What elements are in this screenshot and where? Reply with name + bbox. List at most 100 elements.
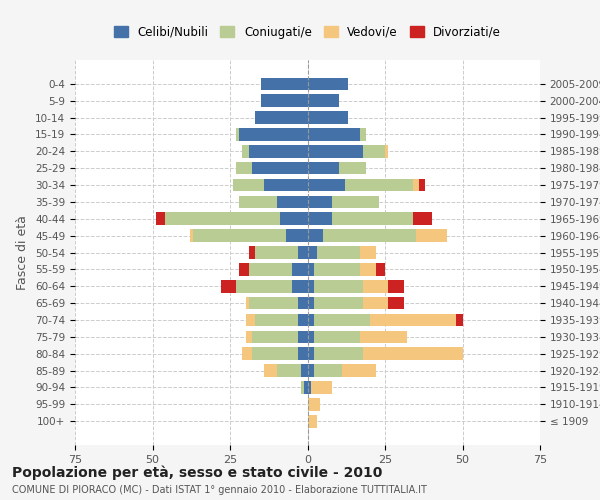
Bar — [338, 162, 367, 174]
Bar — [314, 297, 364, 310]
Bar — [314, 364, 341, 377]
Bar — [385, 145, 388, 158]
Bar — [239, 128, 308, 141]
Bar — [248, 145, 308, 158]
Bar — [264, 178, 308, 192]
Bar — [304, 381, 308, 394]
Bar — [221, 280, 236, 292]
Bar — [419, 178, 425, 192]
Bar — [317, 246, 360, 259]
Bar — [308, 111, 348, 124]
Bar — [364, 280, 388, 292]
Bar — [308, 128, 360, 141]
Bar — [252, 348, 298, 360]
Bar — [261, 94, 308, 107]
Bar — [292, 280, 308, 292]
Bar — [236, 162, 252, 174]
Bar — [308, 364, 314, 377]
Bar — [245, 330, 252, 343]
Bar — [364, 297, 388, 310]
Bar — [236, 128, 239, 141]
Bar — [292, 263, 308, 276]
Bar — [413, 178, 419, 192]
Bar — [190, 230, 193, 242]
Bar — [242, 348, 252, 360]
Bar — [308, 381, 311, 394]
Bar — [364, 145, 385, 158]
Bar — [360, 128, 367, 141]
Bar — [332, 196, 379, 208]
Bar — [370, 314, 457, 326]
Bar — [416, 230, 447, 242]
Bar — [344, 178, 413, 192]
Bar — [298, 297, 308, 310]
Bar — [298, 330, 308, 343]
Bar — [298, 246, 308, 259]
Bar — [236, 280, 292, 292]
Bar — [277, 196, 308, 208]
Bar — [308, 297, 314, 310]
Bar — [308, 178, 344, 192]
Bar — [364, 348, 463, 360]
Bar — [233, 178, 264, 192]
Bar — [308, 212, 332, 225]
Bar — [308, 280, 314, 292]
Bar — [332, 212, 413, 225]
Bar — [314, 263, 360, 276]
Bar — [308, 348, 314, 360]
Y-axis label: Fasce di età: Fasce di età — [16, 215, 29, 290]
Bar — [280, 212, 308, 225]
Bar — [277, 364, 301, 377]
Bar — [311, 381, 332, 394]
Bar — [314, 314, 370, 326]
Bar — [239, 196, 277, 208]
Bar — [255, 111, 308, 124]
Text: COMUNE DI PIORACO (MC) - Dati ISTAT 1° gennaio 2010 - Elaborazione TUTTITALIA.IT: COMUNE DI PIORACO (MC) - Dati ISTAT 1° g… — [12, 485, 427, 495]
Bar — [360, 246, 376, 259]
Bar — [242, 145, 248, 158]
Bar — [255, 246, 298, 259]
Bar — [245, 297, 248, 310]
Bar — [376, 263, 385, 276]
Bar — [388, 280, 404, 292]
Bar — [308, 330, 314, 343]
Legend: Celibi/Nubili, Coniugati/e, Vedovi/e, Divorziati/e: Celibi/Nubili, Coniugati/e, Vedovi/e, Di… — [108, 20, 507, 44]
Bar — [298, 314, 308, 326]
Bar — [341, 364, 376, 377]
Bar — [308, 398, 320, 410]
Bar — [193, 230, 286, 242]
Bar — [155, 212, 165, 225]
Bar — [308, 263, 314, 276]
Bar — [286, 230, 308, 242]
Bar — [239, 263, 248, 276]
Bar — [314, 348, 364, 360]
Bar — [301, 364, 308, 377]
Bar — [252, 162, 308, 174]
Bar — [245, 314, 255, 326]
Bar — [165, 212, 280, 225]
Bar — [261, 78, 308, 90]
Bar — [255, 314, 298, 326]
Bar — [301, 381, 304, 394]
Bar — [308, 145, 364, 158]
Bar — [308, 94, 338, 107]
Bar — [248, 297, 298, 310]
Bar — [308, 196, 332, 208]
Bar — [308, 78, 348, 90]
Bar — [308, 314, 314, 326]
Bar — [323, 230, 416, 242]
Bar — [298, 348, 308, 360]
Bar — [314, 330, 360, 343]
Bar — [308, 415, 317, 428]
Text: Popolazione per età, sesso e stato civile - 2010: Popolazione per età, sesso e stato civil… — [12, 466, 382, 480]
Bar — [264, 364, 277, 377]
Bar — [308, 246, 317, 259]
Bar — [308, 230, 323, 242]
Bar — [360, 330, 407, 343]
Bar — [388, 297, 404, 310]
Bar — [413, 212, 431, 225]
Bar — [248, 246, 255, 259]
Bar — [248, 263, 292, 276]
Bar — [314, 280, 364, 292]
Bar — [252, 330, 298, 343]
